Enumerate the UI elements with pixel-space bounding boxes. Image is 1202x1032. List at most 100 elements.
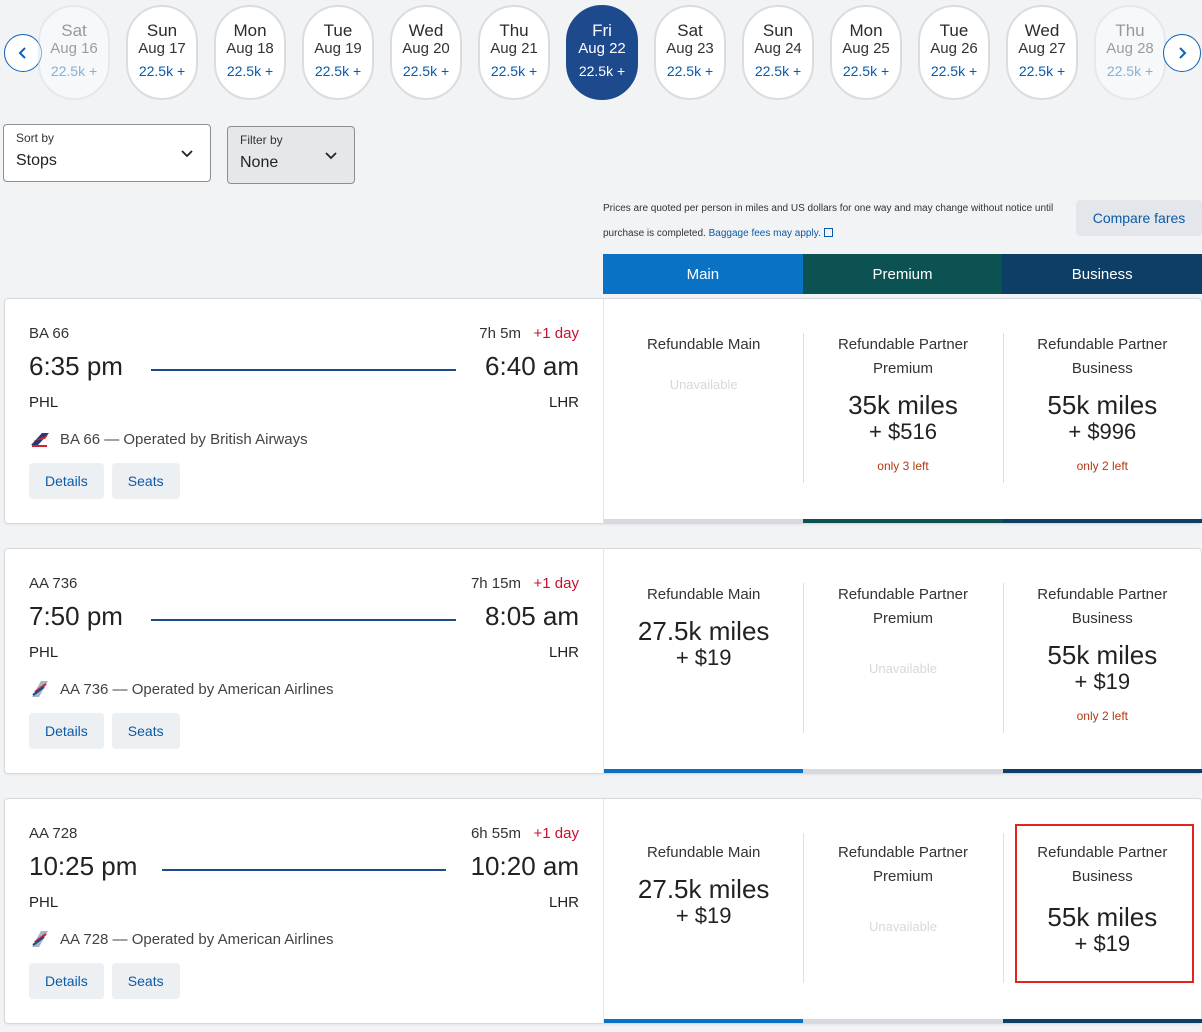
fare-cash: + $19 bbox=[675, 903, 732, 928]
fare-bar bbox=[803, 1019, 1003, 1023]
flight-number: AA 736 bbox=[29, 575, 78, 592]
fare-cash: + $19 bbox=[675, 645, 732, 670]
operated-by: AA 728 — Operated by American Airlines bbox=[29, 929, 333, 949]
external-link-icon bbox=[823, 228, 833, 237]
fare-name: Refundable Partner Premium bbox=[837, 336, 969, 377]
divider bbox=[803, 333, 805, 483]
date-price: 22.5k + bbox=[402, 63, 450, 79]
fare-bar bbox=[1002, 769, 1202, 773]
date-option[interactable]: Wed Aug 27 22.5k + bbox=[1006, 5, 1078, 100]
date-label: Aug 20 bbox=[402, 40, 450, 57]
fare-cash: + $19 bbox=[1074, 669, 1131, 694]
date-price: 22.5k + bbox=[314, 63, 362, 79]
chevron-right-icon bbox=[1179, 47, 1187, 59]
date-option[interactable]: Sat Aug 23 22.5k + bbox=[654, 5, 726, 100]
fare-bar bbox=[803, 519, 1003, 523]
date-price: 22.5k + bbox=[666, 63, 714, 79]
date-label: Aug 28 bbox=[1106, 40, 1154, 57]
filter-dropdown[interactable]: Filter by None bbox=[227, 126, 355, 184]
fare-name: Refundable Partner Business bbox=[1037, 586, 1168, 627]
date-dow: Tue bbox=[939, 21, 969, 40]
date-price: 22.5k + bbox=[930, 63, 978, 79]
departure-airport: PHL bbox=[29, 644, 59, 661]
fare-business[interactable]: Refundable Partner Business 55k miles + … bbox=[1002, 299, 1202, 523]
fare-name: Refundable Main bbox=[646, 586, 761, 603]
departure-airport: PHL bbox=[29, 394, 59, 411]
british-airways-logo-icon bbox=[31, 433, 49, 447]
arrival-time: 10:20 am bbox=[470, 851, 579, 881]
date-price: 22.5k + bbox=[490, 63, 538, 79]
date-option[interactable]: Sat Aug 16 22.5k + bbox=[38, 5, 110, 100]
fare-unavailable: Unavailable bbox=[669, 377, 738, 392]
date-option[interactable]: Tue Aug 26 22.5k + bbox=[918, 5, 990, 100]
fare-main: Refundable Main Unavailable bbox=[604, 299, 804, 523]
fare-miles: 35k miles bbox=[848, 390, 958, 420]
chevron-left-icon bbox=[18, 47, 26, 59]
flight-info: BA 66 7h 5m +1 day 6:35 pm 6:40 am PHL L… bbox=[5, 299, 603, 523]
fare-premium[interactable]: Refundable Partner Premium 35k miles + $… bbox=[803, 299, 1003, 523]
seats-button[interactable]: Seats bbox=[111, 463, 180, 499]
fare-main[interactable]: Refundable Main 27.5k miles + $19 bbox=[604, 799, 804, 1023]
arrival-time: 6:40 am bbox=[485, 351, 579, 381]
date-option[interactable]: Sun Aug 24 22.5k + bbox=[742, 5, 814, 100]
details-button[interactable]: Details bbox=[29, 963, 104, 999]
fare-bar bbox=[604, 1019, 804, 1023]
baggage-fees-link[interactable]: Baggage fees may apply. bbox=[708, 228, 821, 239]
departure-time: 6:35 pm bbox=[29, 351, 123, 381]
fare-miles: 55k miles bbox=[1047, 390, 1158, 420]
date-option[interactable]: Mon Aug 18 22.5k + bbox=[214, 5, 286, 100]
date-dow: Tue bbox=[323, 21, 353, 40]
flight-card: AA 728 6h 55m +1 day 10:25 pm 10:20 am P… bbox=[4, 798, 1202, 1024]
compare-fares-button[interactable]: Compare fares bbox=[1076, 200, 1202, 236]
date-label: Aug 18 bbox=[226, 40, 274, 57]
flight-number: AA 728 bbox=[29, 825, 78, 842]
operated-by-text: BA 66 — Operated by British Airways bbox=[60, 430, 308, 448]
arrival-airport: LHR bbox=[548, 894, 579, 911]
fare-name: Refundable Partner Premium bbox=[837, 844, 969, 885]
cabin-business-header: Business bbox=[1002, 254, 1202, 294]
sort-dropdown[interactable]: Sort by Stops bbox=[3, 124, 211, 182]
date-dow: Wed bbox=[1024, 21, 1060, 40]
seats-button[interactable]: Seats bbox=[111, 963, 180, 999]
date-dow: Sat bbox=[677, 21, 703, 40]
date-option-selected[interactable]: Fri Aug 22 22.5k + bbox=[566, 5, 638, 100]
fare-options: Refundable Main Unavailable Refundable P… bbox=[603, 299, 1202, 523]
fare-business[interactable]: Refundable Partner Business 55k miles + … bbox=[1002, 549, 1202, 773]
fare-main[interactable]: Refundable Main 27.5k miles + $19 bbox=[604, 549, 804, 773]
fare-business[interactable]: Refundable Partner Business 55k miles + … bbox=[1002, 799, 1202, 1023]
operated-by-text: AA 736 — Operated by American Airlines bbox=[60, 680, 334, 698]
details-button[interactable]: Details bbox=[29, 713, 104, 749]
date-dow: Mon bbox=[233, 21, 267, 40]
fare-bar bbox=[604, 769, 804, 773]
date-option[interactable]: Mon Aug 25 22.5k + bbox=[830, 5, 902, 100]
american-airlines-logo-icon bbox=[32, 931, 48, 947]
previous-dates-button[interactable] bbox=[4, 34, 42, 72]
route-line bbox=[162, 869, 446, 871]
seats-button[interactable]: Seats bbox=[111, 713, 180, 749]
date-dow: Wed bbox=[408, 21, 444, 40]
seats-left: only 3 left bbox=[877, 459, 929, 473]
date-option[interactable]: Tue Aug 19 22.5k + bbox=[302, 5, 374, 100]
date-price: 22.5k + bbox=[578, 63, 626, 79]
date-dow: Sun bbox=[146, 21, 178, 40]
fare-premium: Refundable Partner Premium Unavailable bbox=[803, 799, 1003, 1023]
date-label: Aug 25 bbox=[842, 40, 890, 57]
details-button[interactable]: Details bbox=[29, 463, 104, 499]
date-price: 22.5k + bbox=[138, 63, 186, 79]
filter-label: Filter by bbox=[240, 133, 283, 147]
fare-name: Refundable Partner Business bbox=[1037, 844, 1168, 885]
departure-airport: PHL bbox=[29, 894, 59, 911]
fare-bar bbox=[1002, 1019, 1202, 1023]
cabin-header: Main Premium Business bbox=[603, 254, 1202, 294]
date-option[interactable]: Sun Aug 17 22.5k + bbox=[126, 5, 198, 100]
fare-name: Refundable Partner Business bbox=[1037, 336, 1168, 377]
next-dates-button[interactable] bbox=[1163, 34, 1201, 72]
chevron-down-icon bbox=[181, 150, 193, 158]
departure-time: 7:50 pm bbox=[29, 601, 123, 631]
sort-label: Sort by bbox=[16, 131, 55, 145]
date-price: 22.5k + bbox=[842, 63, 890, 79]
date-dow: Thu bbox=[499, 21, 529, 40]
date-option[interactable]: Thu Aug 21 22.5k + bbox=[478, 5, 550, 100]
date-option[interactable]: Wed Aug 20 22.5k + bbox=[390, 5, 462, 100]
date-option[interactable]: Thu Aug 28 22.5k + bbox=[1094, 5, 1166, 100]
